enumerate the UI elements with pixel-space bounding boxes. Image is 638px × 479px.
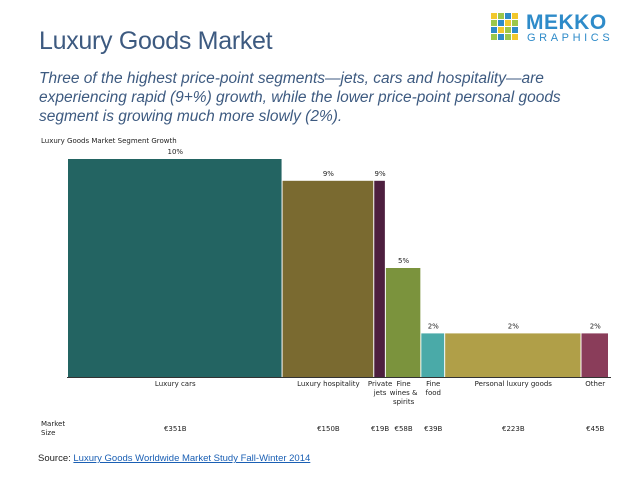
category-label-luxury-cars: Luxury cars: [155, 380, 196, 388]
market-size-label-private-jets: €19B: [371, 425, 389, 433]
mekko-graphics-logo: MEKKO GRAPHICS: [491, 11, 631, 45]
bar-luxury-cars: [68, 159, 282, 377]
page-subtitle: Three of the highest price-point segment…: [39, 70, 561, 125]
logo-tagline: GRAPHICS: [527, 32, 614, 44]
bar-luxury-hospitality: [282, 180, 374, 377]
source-note: Source: Luxury Goods Worldwide Market St…: [38, 453, 310, 464]
bar-other: [581, 333, 608, 377]
chart-title: Luxury Goods Market Segment Growth: [41, 137, 177, 145]
bar-value-label-other: 2%: [590, 322, 601, 330]
category-label-other: Other: [585, 380, 605, 388]
bar-value-label-luxury-cars: 10%: [167, 148, 183, 156]
market-size-row-label: Market Size: [41, 420, 66, 437]
bar-fine-food: [421, 333, 445, 377]
market-size-label-other: €45B: [586, 425, 604, 433]
market-size-label-luxury-hospitality: €150B: [317, 425, 340, 433]
category-label-fine-food: Fine food: [426, 380, 441, 397]
bar-value-label-fine-wines-spirits: 5%: [398, 257, 409, 265]
page-title: Luxury Goods Market: [39, 27, 273, 55]
category-label-fine-wines-spirits: Fine wines & spirits: [390, 380, 418, 406]
bar-value-label-private-jets: 9%: [375, 170, 386, 178]
category-label-private-jets: Private jets: [368, 380, 392, 397]
category-label-personal-luxury-goods: Personal luxury goods: [475, 380, 553, 388]
bar-fine-wines-spirits: [385, 268, 421, 377]
logo-grid-icon: [491, 13, 518, 40]
bar-private-jets: [374, 180, 385, 377]
market-size-label-fine-food: €39B: [424, 425, 442, 433]
bar-value-label-personal-luxury-goods: 2%: [508, 322, 519, 330]
market-size-label-personal-luxury-goods: €223B: [502, 425, 525, 433]
source-prefix: Source:: [38, 453, 74, 464]
category-label-luxury-hospitality: Luxury hospitality: [297, 380, 360, 388]
bar-personal-luxury-goods: [445, 333, 581, 377]
source-link[interactable]: Luxury Goods Worldwide Market Study Fall…: [73, 453, 311, 464]
logo-wordmark: MEKKO: [526, 11, 607, 34]
bar-value-label-fine-food: 2%: [428, 322, 439, 330]
market-size-label-fine-wines-spirits: €58B: [395, 425, 413, 433]
bar-value-label-luxury-hospitality: 9%: [323, 170, 334, 178]
market-size-label-luxury-cars: €351B: [164, 425, 187, 433]
